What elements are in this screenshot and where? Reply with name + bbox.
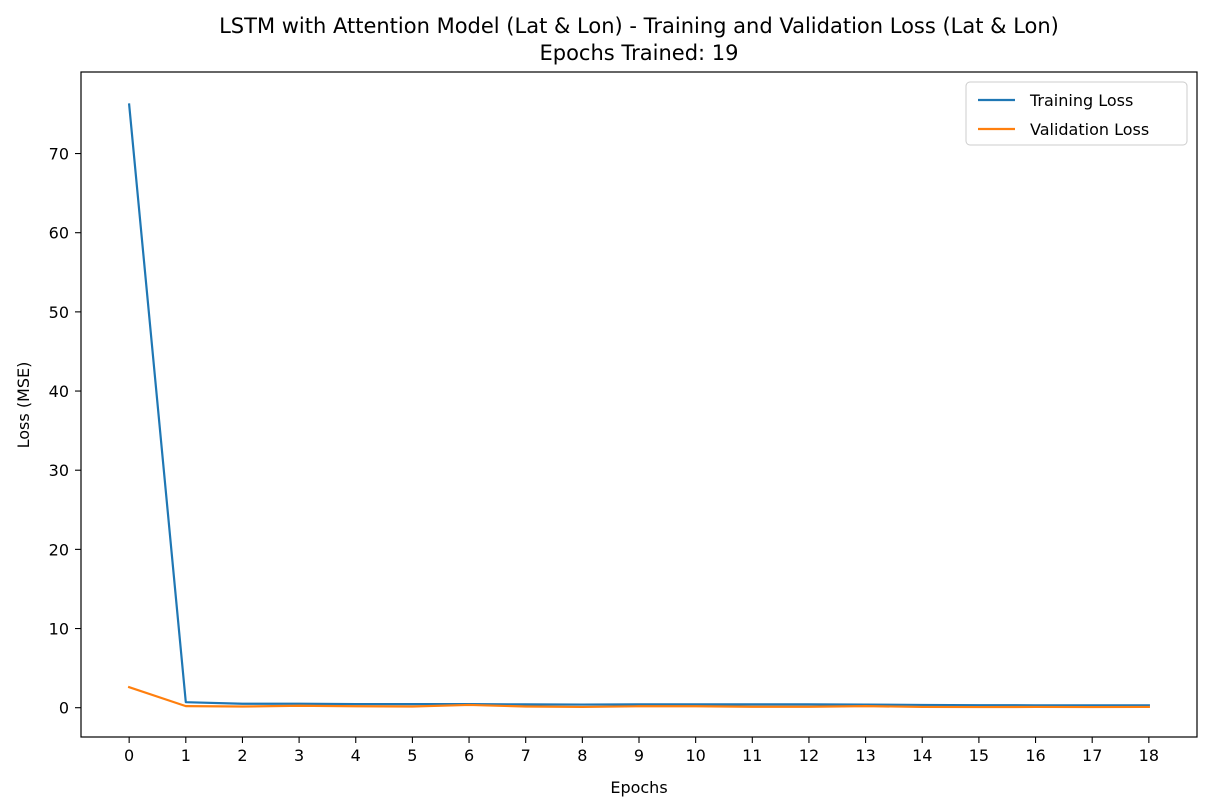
x-tick-label: 10 bbox=[685, 746, 705, 765]
series-lines bbox=[127, 103, 1150, 709]
series-line-validation-loss bbox=[127, 685, 1150, 709]
x-tick-label: 16 bbox=[1025, 746, 1045, 765]
x-axis-label: Epochs bbox=[610, 778, 667, 797]
x-tick-label: 5 bbox=[407, 746, 417, 765]
y-axis-label: Loss (MSE) bbox=[14, 362, 33, 449]
x-tick-label: 15 bbox=[969, 746, 989, 765]
x-tick-label: 0 bbox=[124, 746, 134, 765]
legend-label: Validation Loss bbox=[1030, 120, 1149, 139]
y-tick-label: 40 bbox=[49, 382, 69, 401]
x-tick-label: 12 bbox=[799, 746, 819, 765]
chart-title: LSTM with Attention Model (Lat & Lon) - … bbox=[219, 14, 1059, 38]
x-tick-label: 2 bbox=[237, 746, 247, 765]
legend-box bbox=[965, 81, 1188, 146]
x-tick-label: 7 bbox=[521, 746, 531, 765]
x-tick-label: 6 bbox=[464, 746, 474, 765]
y-tick-label: 50 bbox=[49, 303, 69, 322]
x-tick-label: 9 bbox=[634, 746, 644, 765]
y-axis-ticks: 0 10 20 30 40 50 60 70 bbox=[49, 145, 81, 718]
x-tick-label: 3 bbox=[294, 746, 304, 765]
x-axis-ticks: 0 1 2 3 4 5 6 7 8 9 10 11 12 13 14 15 16 17 18 bbox=[124, 737, 1159, 765]
y-tick-label: 70 bbox=[49, 145, 69, 164]
y-tick-label: 10 bbox=[49, 620, 69, 639]
x-tick-label: 17 bbox=[1082, 746, 1102, 765]
x-tick-label: 13 bbox=[855, 746, 875, 765]
chart-subtitle: Epochs Trained: 19 bbox=[539, 41, 738, 65]
y-tick-label: 30 bbox=[49, 461, 69, 480]
x-tick-label: 14 bbox=[912, 746, 932, 765]
x-tick-label: 18 bbox=[1139, 746, 1159, 765]
x-tick-label: 8 bbox=[577, 746, 587, 765]
legend: Training Loss Validation Loss bbox=[965, 81, 1188, 146]
y-tick-label: 0 bbox=[59, 699, 69, 718]
plot-area: 0 1 2 3 4 5 6 7 8 9 10 11 12 13 14 15 16 17 18 01020304050… bbox=[49, 71, 1198, 765]
y-tick-label: 20 bbox=[49, 540, 69, 559]
legend-label: Training Loss bbox=[1029, 91, 1133, 110]
x-tick-label: 11 bbox=[742, 746, 762, 765]
series-line-training-loss bbox=[127, 103, 1150, 707]
x-tick-label: 4 bbox=[351, 746, 361, 765]
y-tick-label: 60 bbox=[49, 224, 69, 243]
x-tick-label: 1 bbox=[181, 746, 191, 765]
